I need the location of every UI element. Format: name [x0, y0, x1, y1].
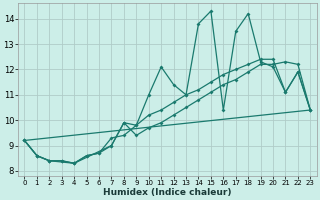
X-axis label: Humidex (Indice chaleur): Humidex (Indice chaleur): [103, 188, 232, 197]
